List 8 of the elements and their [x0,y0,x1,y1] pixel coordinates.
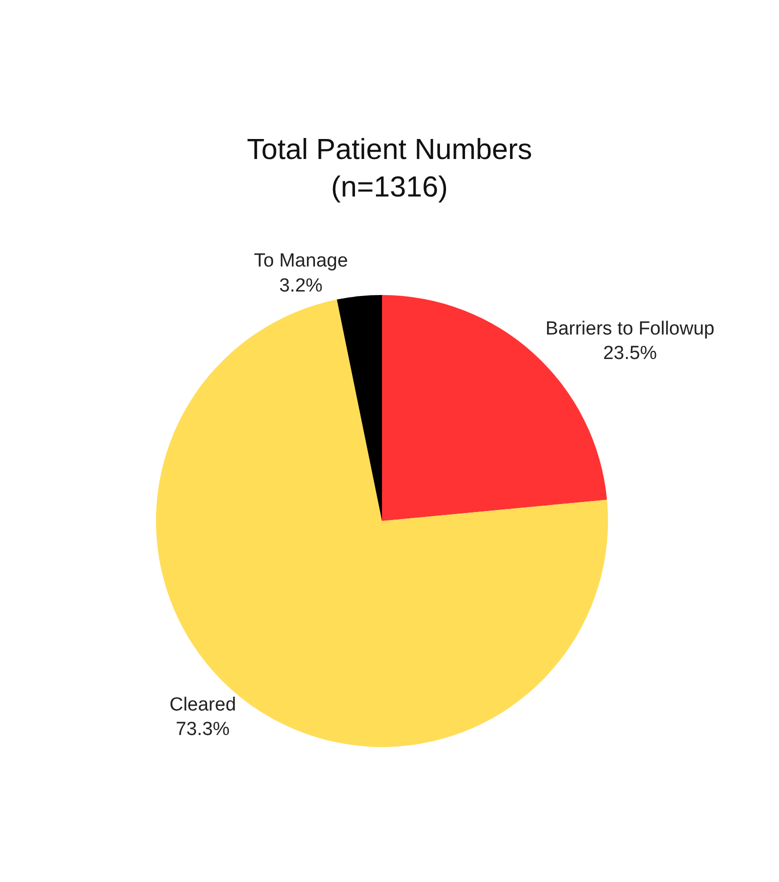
slice-label: Barriers to Followup [546,318,714,340]
data-label: 73.3% [176,719,230,740]
chart-title: Total Patient Numbers (n=1316) [246,134,532,204]
data-label: 23.5% [603,343,658,364]
slice-label: Cleared [169,694,236,716]
slice-label: To Manage [254,250,348,272]
data-label: 3.2% [279,275,323,296]
pie-slice [336,295,382,521]
